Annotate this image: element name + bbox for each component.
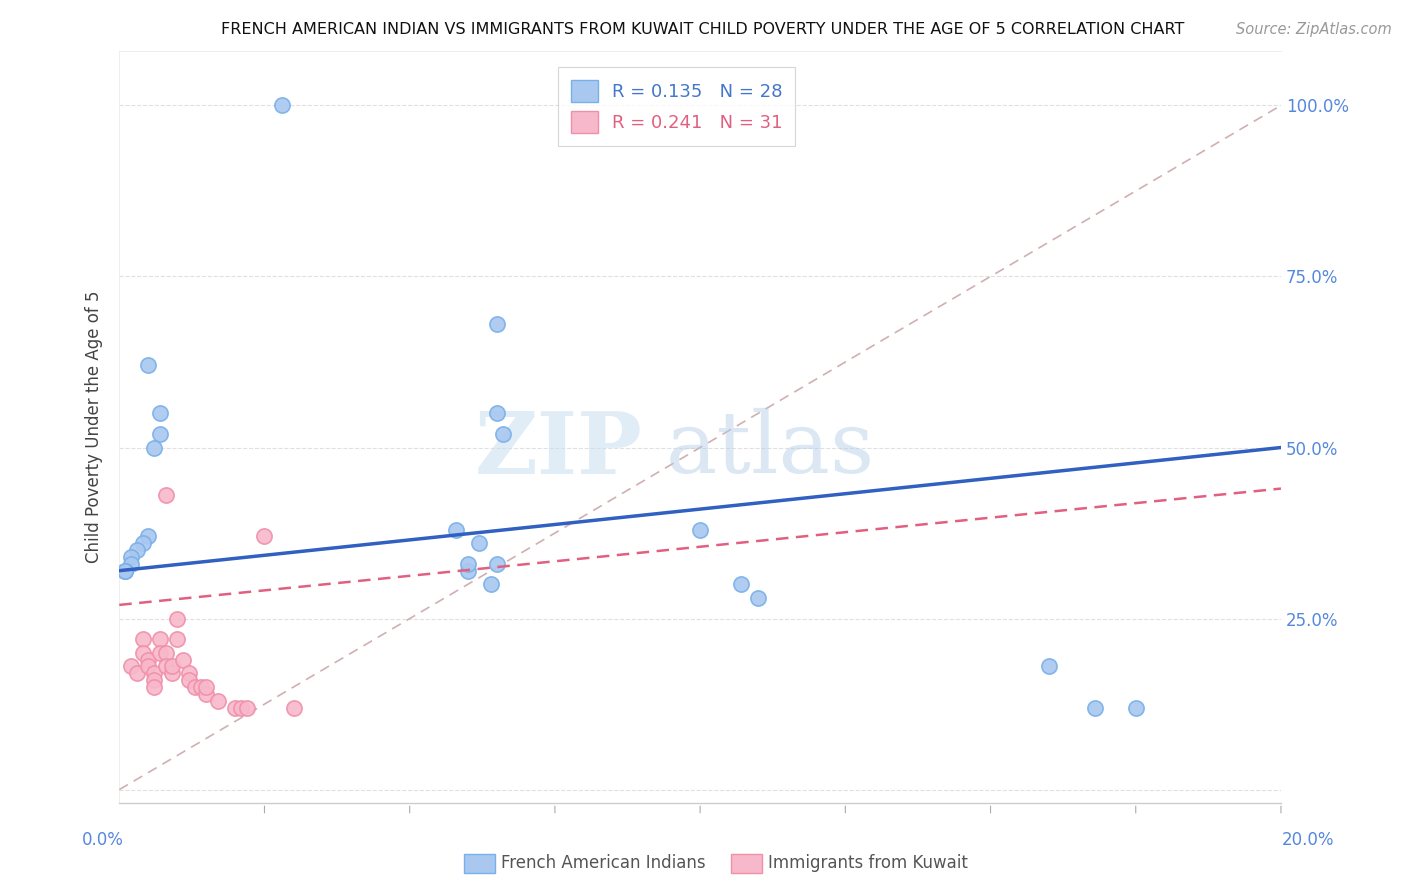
Point xyxy=(1084,700,1107,714)
Point xyxy=(131,646,153,660)
Point xyxy=(131,632,153,646)
Point xyxy=(160,659,183,673)
Point xyxy=(149,426,172,441)
Point xyxy=(143,673,166,688)
Text: ZIP: ZIP xyxy=(474,408,643,491)
Point xyxy=(195,687,218,701)
Point xyxy=(457,564,479,578)
Point xyxy=(136,653,159,667)
Point xyxy=(131,536,153,550)
Point xyxy=(236,700,259,714)
Point xyxy=(253,529,276,543)
Point xyxy=(184,680,207,694)
Point xyxy=(125,666,148,681)
Point xyxy=(120,549,142,564)
Point xyxy=(177,673,200,688)
Point xyxy=(689,523,711,537)
Text: Immigrants from Kuwait: Immigrants from Kuwait xyxy=(768,855,967,872)
Point xyxy=(730,577,752,591)
Text: Source: ZipAtlas.com: Source: ZipAtlas.com xyxy=(1236,22,1392,37)
Point xyxy=(177,666,200,681)
Point xyxy=(149,646,172,660)
Y-axis label: Child Poverty Under the Age of 5: Child Poverty Under the Age of 5 xyxy=(86,291,103,563)
Point xyxy=(491,426,513,441)
Point xyxy=(149,406,172,420)
Point xyxy=(166,632,188,646)
Point xyxy=(485,406,508,420)
Point xyxy=(172,653,194,667)
Point xyxy=(114,564,136,578)
Point xyxy=(457,557,479,571)
Point xyxy=(283,700,305,714)
Point xyxy=(114,564,136,578)
Point xyxy=(160,666,183,681)
Point xyxy=(155,659,177,673)
Point xyxy=(1038,659,1060,673)
Text: 20.0%: 20.0% xyxy=(1281,831,1334,849)
Point xyxy=(1125,700,1147,714)
Point xyxy=(166,611,188,625)
Point xyxy=(207,694,229,708)
Point xyxy=(143,441,166,455)
Point xyxy=(143,680,166,694)
Point xyxy=(136,529,159,543)
Point xyxy=(485,557,508,571)
Point xyxy=(136,359,159,373)
Point xyxy=(136,659,159,673)
Point xyxy=(485,318,508,332)
Point xyxy=(143,666,166,681)
Point xyxy=(149,632,172,646)
Text: FRENCH AMERICAN INDIAN VS IMMIGRANTS FROM KUWAIT CHILD POVERTY UNDER THE AGE OF : FRENCH AMERICAN INDIAN VS IMMIGRANTS FRO… xyxy=(221,22,1185,37)
Point xyxy=(468,536,491,550)
Point xyxy=(155,488,177,502)
Text: French American Indians: French American Indians xyxy=(501,855,706,872)
Point xyxy=(747,591,769,605)
Point xyxy=(114,564,136,578)
Point xyxy=(195,680,218,694)
Legend: R = 0.135   N = 28, R = 0.241   N = 31: R = 0.135 N = 28, R = 0.241 N = 31 xyxy=(558,67,796,145)
Point xyxy=(125,543,148,558)
Point xyxy=(444,523,467,537)
Point xyxy=(120,659,142,673)
Point xyxy=(120,557,142,571)
Point xyxy=(155,646,177,660)
Point xyxy=(190,680,212,694)
Point xyxy=(231,700,253,714)
Text: atlas: atlas xyxy=(665,408,875,491)
Point xyxy=(479,577,502,591)
Point xyxy=(224,700,246,714)
Point xyxy=(271,98,294,112)
Text: 0.0%: 0.0% xyxy=(82,831,124,849)
